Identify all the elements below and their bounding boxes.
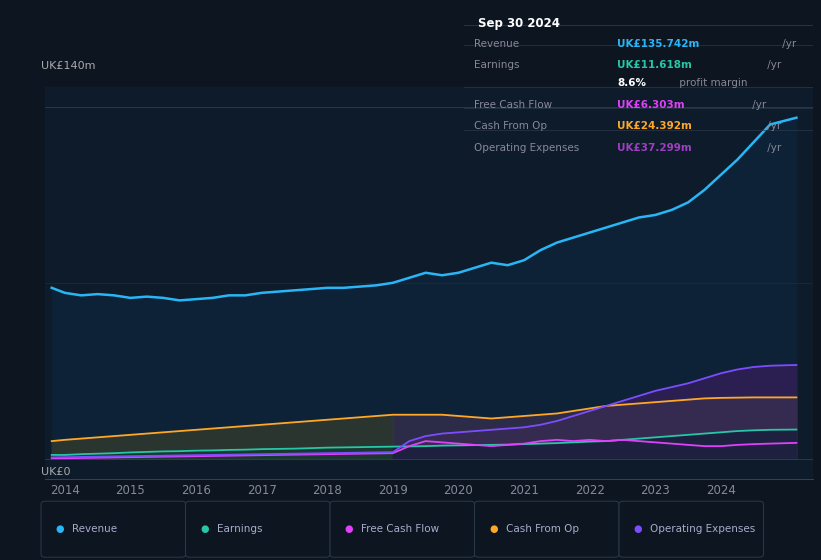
Text: UK£140m: UK£140m: [41, 61, 96, 71]
Text: UK£0: UK£0: [41, 467, 71, 477]
Text: UK£11.618m: UK£11.618m: [617, 60, 692, 70]
Text: Revenue: Revenue: [475, 39, 520, 49]
Text: /yr: /yr: [764, 143, 782, 153]
Text: /yr: /yr: [778, 39, 796, 49]
Text: Cash From Op: Cash From Op: [475, 122, 548, 131]
Text: Sep 30 2024: Sep 30 2024: [478, 17, 560, 30]
Text: UK£37.299m: UK£37.299m: [617, 143, 692, 153]
Text: ●: ●: [345, 524, 353, 534]
Text: UK£24.392m: UK£24.392m: [617, 122, 692, 131]
Text: Earnings: Earnings: [217, 524, 262, 534]
Text: ●: ●: [56, 524, 64, 534]
Text: Operating Expenses: Operating Expenses: [475, 143, 580, 153]
Text: Earnings: Earnings: [475, 60, 520, 70]
Text: /yr: /yr: [764, 122, 782, 131]
Text: UK£135.742m: UK£135.742m: [617, 39, 699, 49]
Text: 8.6%: 8.6%: [617, 78, 646, 88]
Text: profit margin: profit margin: [676, 78, 747, 88]
Text: /yr: /yr: [764, 60, 782, 70]
Text: ●: ●: [634, 524, 642, 534]
Text: /yr: /yr: [750, 100, 767, 110]
Text: Operating Expenses: Operating Expenses: [650, 524, 755, 534]
Text: ●: ●: [489, 524, 498, 534]
Text: Free Cash Flow: Free Cash Flow: [475, 100, 553, 110]
Text: ●: ●: [200, 524, 209, 534]
Text: Cash From Op: Cash From Op: [506, 524, 579, 534]
Text: Revenue: Revenue: [72, 524, 117, 534]
Text: UK£6.303m: UK£6.303m: [617, 100, 685, 110]
Text: Free Cash Flow: Free Cash Flow: [361, 524, 439, 534]
